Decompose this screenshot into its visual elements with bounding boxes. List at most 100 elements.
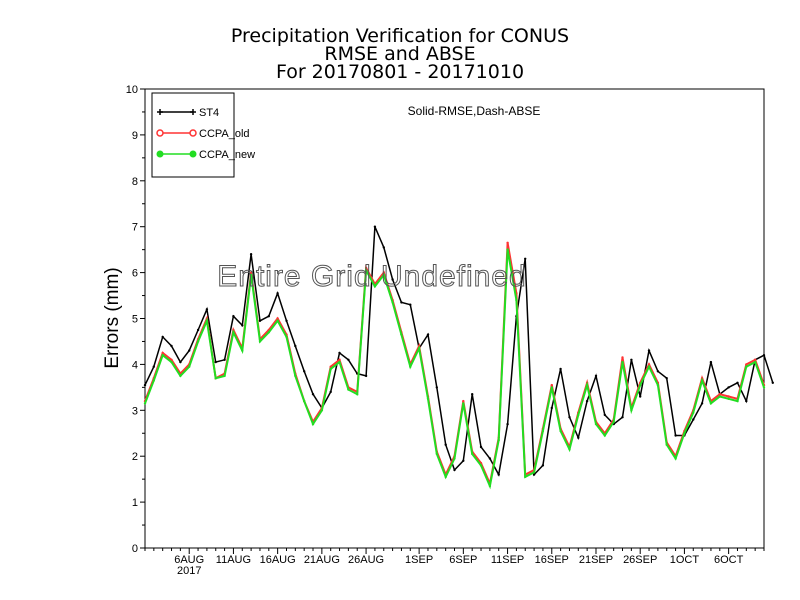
data-point-st4 (762, 354, 766, 357)
data-point-ccpa-new (630, 409, 633, 412)
y-tick-label: 7 (132, 222, 138, 234)
data-point-ccpa-new (754, 360, 757, 364)
data-point-ccpa-new (285, 335, 288, 339)
data-point-st4 (665, 377, 668, 380)
y-tick-label: 5 (132, 314, 138, 326)
data-point-st4 (471, 393, 474, 396)
data-point-ccpa-old (506, 241, 509, 244)
data-point-st4 (585, 399, 589, 403)
x-tick-label: 16SEP (535, 554, 569, 566)
y-tick-label: 10 (126, 84, 138, 96)
legend-marker-ccpa-old (189, 129, 197, 137)
data-point-ccpa-old (550, 383, 553, 387)
data-point-st4 (426, 333, 430, 336)
data-point-ccpa-new (311, 422, 315, 426)
data-point-ccpa-new (462, 402, 465, 405)
data-point-ccpa-new (391, 301, 394, 304)
data-point-ccpa-new (665, 443, 668, 446)
data-point-ccpa-new (683, 432, 686, 435)
data-point-ccpa-new (568, 448, 571, 451)
chart-title-line-3: For 20170801 - 20171010 (275, 61, 525, 83)
data-point-ccpa-new (179, 374, 182, 378)
data-point-st4 (267, 315, 270, 318)
data-point-st4 (727, 386, 730, 389)
data-point-st4 (329, 390, 332, 394)
data-point-ccpa-new (515, 298, 518, 302)
data-point-ccpa-old (754, 358, 757, 361)
data-point-st4 (170, 344, 173, 348)
data-point-st4 (462, 459, 465, 462)
data-point-ccpa-new (267, 331, 270, 334)
data-point-ccpa-new (745, 365, 748, 368)
data-point-ccpa-new (223, 374, 226, 378)
legend-label-ccpa-new: CCPA_new (199, 149, 255, 161)
data-point-ccpa-new (577, 413, 580, 417)
data-point-ccpa-new (727, 397, 730, 400)
data-point-ccpa-new (294, 374, 297, 378)
x-tick-label: 6OCT (714, 554, 744, 566)
data-point-ccpa-new (170, 360, 173, 364)
data-point-st4 (152, 365, 155, 368)
data-point-ccpa-new (541, 429, 545, 433)
data-point-st4 (435, 386, 438, 389)
chart-title-line-2: RMSE and ABSE (324, 43, 476, 65)
data-point-ccpa-new (647, 365, 651, 368)
data-point-ccpa-new (718, 395, 721, 398)
data-point-ccpa-new (276, 319, 279, 322)
x-tick-label: 26AUG (348, 554, 384, 566)
data-point-ccpa-old (249, 271, 253, 274)
data-point-ccpa-new (488, 484, 492, 488)
y-tick-label: 2 (132, 451, 138, 463)
x-tick-label: 1OCT (670, 554, 700, 566)
data-point-ccpa-new (232, 331, 235, 334)
data-point-ccpa-new (161, 354, 164, 357)
data-point-ccpa-new (639, 383, 642, 387)
data-point-st4 (409, 303, 412, 306)
x-tick-label: 1SEP (405, 554, 433, 566)
data-point-st4 (674, 434, 677, 437)
data-point-ccpa-new (471, 452, 474, 456)
data-point-ccpa-new (143, 402, 147, 405)
data-point-st4 (214, 360, 217, 364)
data-point-st4 (692, 418, 695, 421)
series-layer (143, 225, 774, 490)
data-point-st4 (241, 324, 244, 327)
data-point-ccpa-new (409, 365, 412, 368)
data-point-st4 (541, 464, 545, 467)
data-point-ccpa-new (603, 434, 606, 437)
data-point-st4 (179, 360, 182, 364)
data-point-st4 (161, 335, 164, 339)
data-point-ccpa-new (594, 422, 598, 426)
data-point-st4 (488, 457, 492, 460)
data-point-st4 (453, 468, 456, 472)
data-point-ccpa-new (709, 402, 713, 405)
legend-marker-ccpa-new (189, 150, 197, 158)
data-point-ccpa-new (736, 399, 739, 403)
data-point-ccpa-new (303, 399, 306, 403)
data-point-st4 (524, 257, 527, 260)
data-point-ccpa-new (258, 340, 262, 343)
y-axis-label: Errors (mm) (102, 267, 123, 368)
data-point-st4 (532, 473, 536, 476)
data-point-ccpa-new (249, 273, 253, 277)
data-point-ccpa-new (524, 475, 527, 479)
data-point-st4 (709, 360, 713, 364)
data-point-st4 (700, 402, 704, 405)
data-point-ccpa-new (532, 471, 536, 474)
legend-label-ccpa-old: CCPA_old (199, 128, 250, 140)
data-point-ccpa-new (329, 367, 332, 371)
y-tick-label: 1 (132, 497, 138, 509)
data-point-ccpa-new (196, 340, 200, 343)
data-point-st4 (223, 358, 226, 361)
data-point-st4 (550, 406, 553, 410)
data-point-st4 (391, 278, 394, 281)
data-point-st4 (479, 445, 483, 449)
data-point-ccpa-new (612, 420, 615, 423)
legend-marker-ccpa-old (156, 129, 164, 137)
data-point-ccpa-new (241, 349, 244, 352)
data-point-ccpa-old (647, 363, 651, 366)
data-point-st4 (736, 381, 739, 384)
data-point-st4 (382, 246, 385, 249)
